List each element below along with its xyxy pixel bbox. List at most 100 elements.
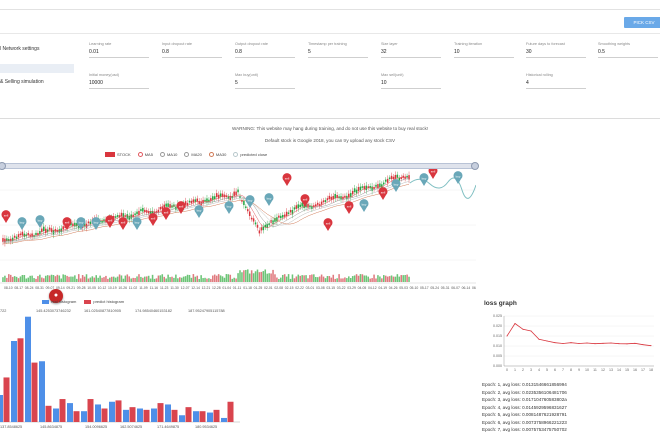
volume-bar <box>386 276 389 282</box>
loss-y-tick: 0.000 <box>493 364 502 368</box>
candle-body <box>2 238 4 242</box>
volume-bar <box>254 271 257 282</box>
candle-body <box>276 217 278 222</box>
sidebar-item-selling-simulation[interactable]: & Selling simulation <box>0 79 44 85</box>
volume-bar <box>351 276 354 282</box>
field-label: Historical rolling <box>526 73 553 77</box>
volume-bar <box>85 274 88 282</box>
sidebar-item-network-settings[interactable]: l Network settings <box>0 46 40 52</box>
field-input[interactable]: 0.8 <box>235 48 295 58</box>
candle-body <box>219 193 222 197</box>
candle-body <box>35 232 37 236</box>
candle-body <box>394 174 397 180</box>
loss-x-tick: 4 <box>538 368 540 372</box>
field-input[interactable]: 10 <box>381 79 441 89</box>
legend-swatch <box>208 152 214 158</box>
loss-x-tick: 14 <box>617 368 621 372</box>
candle-body <box>151 210 154 216</box>
candle-body <box>342 196 344 200</box>
candle-body <box>305 204 307 208</box>
field-input[interactable]: 10000 <box>89 79 149 89</box>
field-input[interactable]: 0.8 <box>162 48 222 58</box>
x-axis-date-label: 02-22 <box>295 286 304 290</box>
volume-bar <box>383 275 385 282</box>
stock-legend-item[interactable]: STOCK <box>105 152 131 158</box>
stock-legend-item[interactable]: MA20 <box>184 152 202 158</box>
chart-zoom-handle-left[interactable] <box>0 162 6 170</box>
x-axis-date-label: 12-28 <box>212 286 221 290</box>
field-input[interactable]: 32 <box>381 48 441 58</box>
predict-histogram-bar <box>227 401 234 422</box>
volume-bar <box>237 273 239 282</box>
volume-bar <box>373 274 375 282</box>
loss-x-tick: 17 <box>641 368 645 372</box>
volume-bar <box>315 276 317 282</box>
volume-bar <box>400 275 403 282</box>
field-input[interactable]: 0.5 <box>598 48 658 58</box>
stock-legend-item[interactable]: MA30 <box>208 152 226 158</box>
candle-body <box>388 177 391 179</box>
candle-body <box>295 205 298 209</box>
x-axis-date-label: 01-18 <box>243 286 252 290</box>
buy-pin <box>419 173 429 186</box>
candle-body <box>336 195 338 199</box>
volume-bar <box>330 277 333 282</box>
field-input[interactable]: 5 <box>308 48 368 58</box>
histogram-legend-item[interactable]: predict histogram <box>84 299 124 304</box>
floating-action-button[interactable]: ● <box>49 289 63 303</box>
legend-swatch <box>184 152 190 158</box>
x-axis-date-label: 09-21 <box>66 286 75 290</box>
field-input[interactable]: 4 <box>526 79 586 89</box>
loss-x-tick: 6 <box>554 368 556 372</box>
x-axis-date-label: 06-14 <box>462 286 471 290</box>
candle-body <box>208 199 210 202</box>
candle-body <box>165 203 167 207</box>
volume-bar <box>295 276 298 282</box>
x-axis-date-label: 04-26 <box>389 286 398 290</box>
candle-body <box>227 196 230 199</box>
x-axis-date-label: 01-25 <box>254 286 263 290</box>
sell-pin <box>118 217 128 230</box>
histogram-legend-item[interactable]: real histogram <box>42 299 76 304</box>
pick-csv-button[interactable]: PICK CSV <box>624 17 660 28</box>
candle-body <box>101 220 103 223</box>
volume-bar <box>43 278 45 282</box>
stock-legend-item[interactable]: predicted close <box>233 152 267 158</box>
volume-bar <box>194 276 197 282</box>
x-axis-date-label: 01-11 <box>233 286 242 290</box>
volume-bar <box>324 278 327 282</box>
candle-body <box>367 186 369 189</box>
field-input[interactable]: 0.01 <box>89 48 149 58</box>
x-axis-date-label: 12-14 <box>191 286 200 290</box>
volume-bar <box>120 275 123 282</box>
candle-body <box>213 196 216 199</box>
volume-bar <box>233 277 235 282</box>
chart-zoom-scrollbar[interactable] <box>0 163 476 169</box>
sell-pin-label: sell <box>4 214 9 218</box>
sell-pin <box>282 173 292 186</box>
loss-x-tick: 12 <box>601 368 605 372</box>
stock-legend-item[interactable]: MA10 <box>159 152 177 158</box>
field-input[interactable]: 5 <box>235 79 295 89</box>
volume-bar <box>208 278 210 282</box>
loss-point <box>602 342 604 344</box>
volume-bar <box>280 277 282 282</box>
loss-point <box>554 342 556 344</box>
field-input[interactable]: 10 <box>454 48 514 58</box>
predict-histogram-bar <box>143 409 150 422</box>
sell-pin <box>428 166 438 179</box>
loss-line <box>506 322 652 347</box>
candle-body <box>311 206 313 209</box>
volume-bar <box>2 277 4 282</box>
x-axis-date-label: 11-02 <box>129 286 138 290</box>
volume-bar <box>198 278 200 282</box>
candle-body <box>400 177 403 179</box>
chart-zoom-handle-right[interactable] <box>471 162 479 170</box>
candle-body <box>373 187 375 190</box>
volume-bar <box>25 278 28 282</box>
field-input[interactable]: 30 <box>526 48 586 58</box>
stock-legend-item[interactable]: MA5 <box>137 152 153 158</box>
candle-body <box>332 196 335 200</box>
loss-point <box>626 343 628 345</box>
volume-bar <box>396 274 399 282</box>
